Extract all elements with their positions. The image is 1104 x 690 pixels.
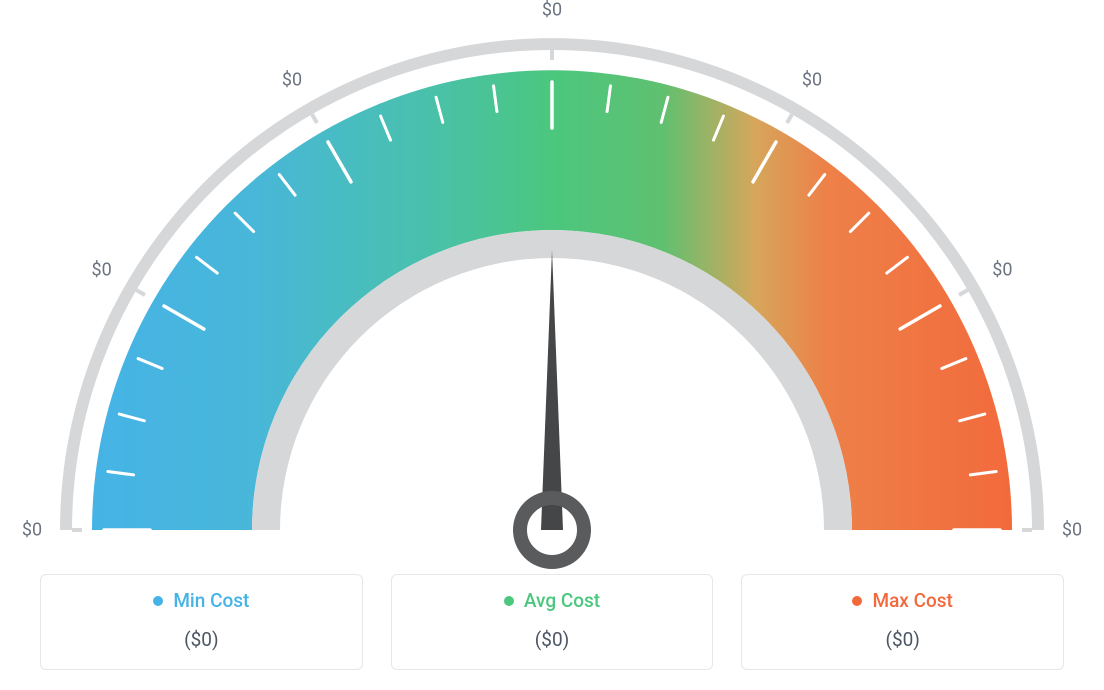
legend-card-avg: Avg Cost ($0) bbox=[391, 574, 714, 670]
legend-dot-avg bbox=[504, 596, 514, 606]
gauge-chart: $0 $0 $0 $0 $0 $0 $0 bbox=[0, 0, 1104, 570]
legend-label-min: Min Cost bbox=[173, 589, 249, 612]
legend-value-min: ($0) bbox=[41, 628, 362, 651]
legend-row: Min Cost ($0) Avg Cost ($0) Max Cost ($0… bbox=[40, 574, 1064, 670]
legend-card-max: Max Cost ($0) bbox=[741, 574, 1064, 670]
gauge-tick-label: $0 bbox=[22, 520, 42, 541]
legend-dot-max bbox=[852, 596, 862, 606]
gauge-svg bbox=[0, 0, 1104, 570]
legend-dot-min bbox=[153, 596, 163, 606]
cost-gauge-container: $0 $0 $0 $0 $0 $0 $0 Min Cost ($0) Avg Cost ($… bbox=[0, 0, 1104, 690]
gauge-tick-label: $0 bbox=[1062, 520, 1082, 541]
legend-value-max: ($0) bbox=[742, 628, 1063, 651]
legend-card-min: Min Cost ($0) bbox=[40, 574, 363, 670]
gauge-tick-label: $0 bbox=[542, 0, 562, 21]
legend-label-avg: Avg Cost bbox=[524, 589, 600, 612]
gauge-tick-label: $0 bbox=[992, 260, 1012, 281]
legend-label-max: Max Cost bbox=[872, 589, 952, 612]
legend-value-avg: ($0) bbox=[392, 628, 713, 651]
gauge-tick-label: $0 bbox=[802, 69, 822, 90]
gauge-tick-label: $0 bbox=[282, 69, 302, 90]
gauge-tick-label: $0 bbox=[92, 260, 112, 281]
